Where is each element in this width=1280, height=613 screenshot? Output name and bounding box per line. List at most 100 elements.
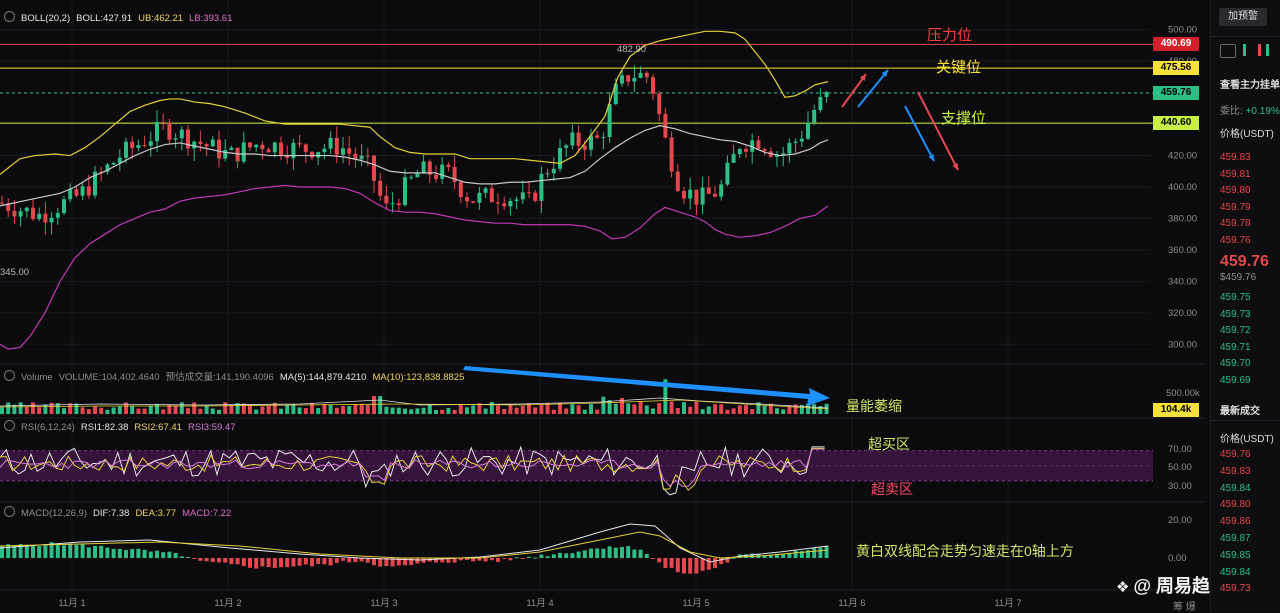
macd-histogram-bar (452, 558, 457, 563)
candle-body (775, 155, 779, 157)
macd-histogram-bar (24, 544, 29, 558)
macd-histogram-bar (310, 558, 314, 567)
macd-histogram-bar (341, 558, 345, 561)
bid-row[interactable]: 459.69 (1220, 375, 1251, 386)
x-tick-label: 11月 2 (214, 598, 241, 609)
ask-row[interactable]: 459.79 (1220, 201, 1251, 213)
chart-area[interactable]: 500.00480.00460.00440.00420.00400.00380.… (0, 0, 1228, 611)
volume-forecast: 预估成交量:141,190.4096 (165, 372, 274, 383)
volume-axis-label: 500.00k (1166, 388, 1200, 399)
volume-bar (799, 405, 804, 414)
candle-body (328, 137, 333, 149)
candle-body (117, 157, 122, 163)
rsi1-line (0, 445, 825, 496)
candle-body (0, 202, 4, 204)
volume-bar (508, 404, 513, 414)
volume-bar (589, 404, 593, 414)
volume-bar (68, 403, 73, 414)
orderbook-both-icon[interactable] (1243, 44, 1261, 56)
candle-body (657, 93, 662, 114)
volume-label: Volume (21, 372, 53, 383)
trades-title[interactable]: 最新成交 (1220, 406, 1260, 417)
candle-body (787, 142, 792, 154)
volume-bar (266, 405, 271, 414)
settings-icon[interactable] (4, 420, 15, 431)
chart-canvas[interactable]: 500.00480.00460.00440.00420.00400.00380.… (0, 0, 1205, 611)
boll-label: BOLL(20,2) (21, 13, 71, 24)
bid-row[interactable]: 459.72 (1220, 325, 1251, 337)
candle-body (6, 203, 11, 211)
macd-histogram-bar (682, 558, 686, 574)
candle-body (316, 152, 321, 158)
divider (1211, 36, 1280, 37)
macd-histogram-bar (706, 558, 711, 570)
volume-bar (6, 402, 11, 414)
macd-histogram-bar (477, 558, 482, 561)
ask-row[interactable]: 459.76 (1220, 235, 1251, 246)
candle-body (148, 141, 153, 146)
volume-bar (62, 408, 66, 414)
volume-bar (651, 408, 655, 414)
macd-histogram-bar (719, 558, 724, 565)
volume-bar (396, 407, 401, 414)
candle-body (545, 173, 550, 175)
rsi-header: RSI(6,12,24) RSI1:82.38 RSI2:67.41 RSI3:59.… (4, 420, 242, 433)
settings-icon[interactable] (4, 370, 15, 381)
volume-bar (434, 409, 438, 414)
macd-histogram-bar (688, 558, 693, 574)
macd-histogram-bar (403, 558, 407, 566)
candle-body (799, 138, 804, 142)
x-tick-label: 11月 7 (994, 598, 1021, 609)
volume-bar (272, 402, 277, 414)
candle-body (235, 147, 240, 162)
macd-histogram-bar (99, 545, 104, 558)
candle-body (353, 153, 358, 160)
bid-row[interactable]: 459.75 (1220, 292, 1251, 303)
macd-histogram-bar (806, 550, 810, 558)
macd-histogram-bar (217, 558, 221, 563)
macd-histogram-bar (601, 548, 606, 558)
settings-icon[interactable] (4, 506, 15, 517)
ask-row[interactable]: 459.80 (1220, 185, 1251, 197)
candle-body (378, 180, 383, 196)
macd-histogram-bar (576, 551, 581, 558)
bid-row[interactable]: 459.70 (1220, 358, 1251, 370)
y-tick-label: 300.00 (1168, 339, 1197, 350)
macd-histogram-bar (372, 558, 376, 566)
candle-body (80, 186, 85, 196)
candle-body (415, 173, 420, 178)
add-alert-button[interactable]: 加预警 (1219, 8, 1267, 26)
candle-body (173, 138, 178, 140)
arrow-up-red (841, 73, 867, 108)
candle-body (18, 211, 23, 217)
macd-histogram-bar (489, 558, 494, 561)
orderbook-bids-icon[interactable] (1266, 44, 1280, 56)
volume-bar (725, 409, 730, 414)
macd-dif: DIF:7.38 (93, 508, 130, 519)
bid-row[interactable]: 459.71 (1220, 341, 1251, 353)
candle-body (179, 129, 184, 139)
macd-histogram-bar (725, 558, 730, 563)
candle-body (279, 142, 283, 155)
macd-histogram-bar (105, 547, 110, 558)
ask-row[interactable]: 459.78 (1220, 218, 1251, 230)
orderbook-view-icon[interactable] (1220, 44, 1236, 58)
candle-body (737, 149, 742, 155)
boll-ub: UB:462.21 (138, 13, 184, 24)
volume-bar (675, 408, 680, 414)
candle-body (68, 189, 73, 200)
last-price-usd: $459.76 (1220, 272, 1257, 283)
volume-bar (545, 402, 550, 414)
candle-body (527, 192, 531, 194)
main-orders-link[interactable]: 查看主力挂单 (1220, 80, 1280, 91)
rsi2-line (0, 447, 825, 491)
macd-histogram-bar (793, 550, 798, 558)
volume-bar (775, 408, 779, 414)
ask-row[interactable]: 459.81 (1220, 168, 1251, 180)
settings-icon[interactable] (4, 11, 15, 22)
volume-bar (768, 403, 773, 414)
volume-bar (483, 408, 488, 414)
candle-body (663, 113, 668, 138)
bid-row[interactable]: 459.73 (1220, 308, 1251, 320)
ask-row[interactable]: 459.83 (1220, 152, 1251, 163)
